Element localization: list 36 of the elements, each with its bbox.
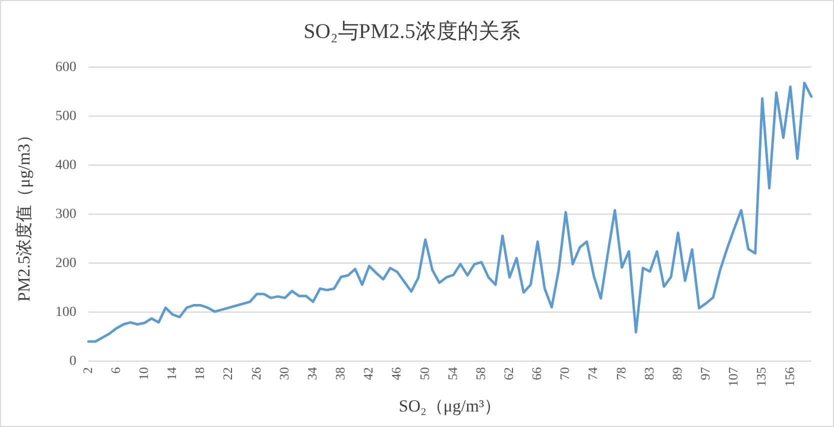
x-tick-label: 6 [108, 366, 123, 374]
y-tick-label: 0 [69, 354, 76, 369]
x-tick-label: 97 [698, 366, 713, 380]
x-tick-label: 22 [220, 367, 236, 380]
x-tick-label: 10 [136, 367, 151, 380]
x-tick-label: 30 [276, 367, 292, 380]
y-axis-title: PM2.5浓度值（μg/m3） [14, 126, 34, 302]
x-axis-title: SO₂（μg/m³） [398, 396, 502, 416]
x-tick-label: 2 [80, 367, 95, 374]
y-tick-label: 200 [55, 256, 76, 271]
x-tick-label: 89 [669, 367, 684, 380]
x-tick-label: 74 [585, 366, 600, 380]
x-tick-label: 42 [360, 367, 376, 380]
x-tick-label: 46 [388, 366, 404, 380]
x-tick-label: 54 [444, 366, 460, 380]
y-tick-label: 500 [55, 108, 76, 124]
x-tick-label: 50 [416, 367, 432, 380]
x-tick-label: 83 [641, 367, 656, 380]
x-tick-label: 66 [529, 366, 544, 380]
x-tick-label: 78 [613, 367, 628, 380]
x-tick-label: 38 [332, 367, 348, 380]
x-tick-label: 58 [472, 367, 488, 380]
y-tick-label: 300 [55, 206, 76, 222]
x-tick-label: 26 [248, 366, 264, 380]
x-tick-label: 135 [754, 367, 769, 387]
x-tick-label: 70 [557, 367, 572, 380]
x-tick-label: 34 [304, 366, 320, 380]
x-tick-label: 156 [782, 366, 797, 387]
x-tick-label: 14 [164, 366, 180, 380]
y-tick-label: 600 [55, 60, 76, 75]
x-tick-label: 18 [192, 367, 208, 380]
y-tick-label: 400 [55, 158, 76, 173]
chart-title: SO₂与PM2.5浓度的关系 [304, 19, 520, 44]
x-tick-label: 62 [500, 367, 516, 380]
x-tick-label: 107 [726, 366, 741, 387]
y-tick-label: 100 [55, 304, 76, 320]
